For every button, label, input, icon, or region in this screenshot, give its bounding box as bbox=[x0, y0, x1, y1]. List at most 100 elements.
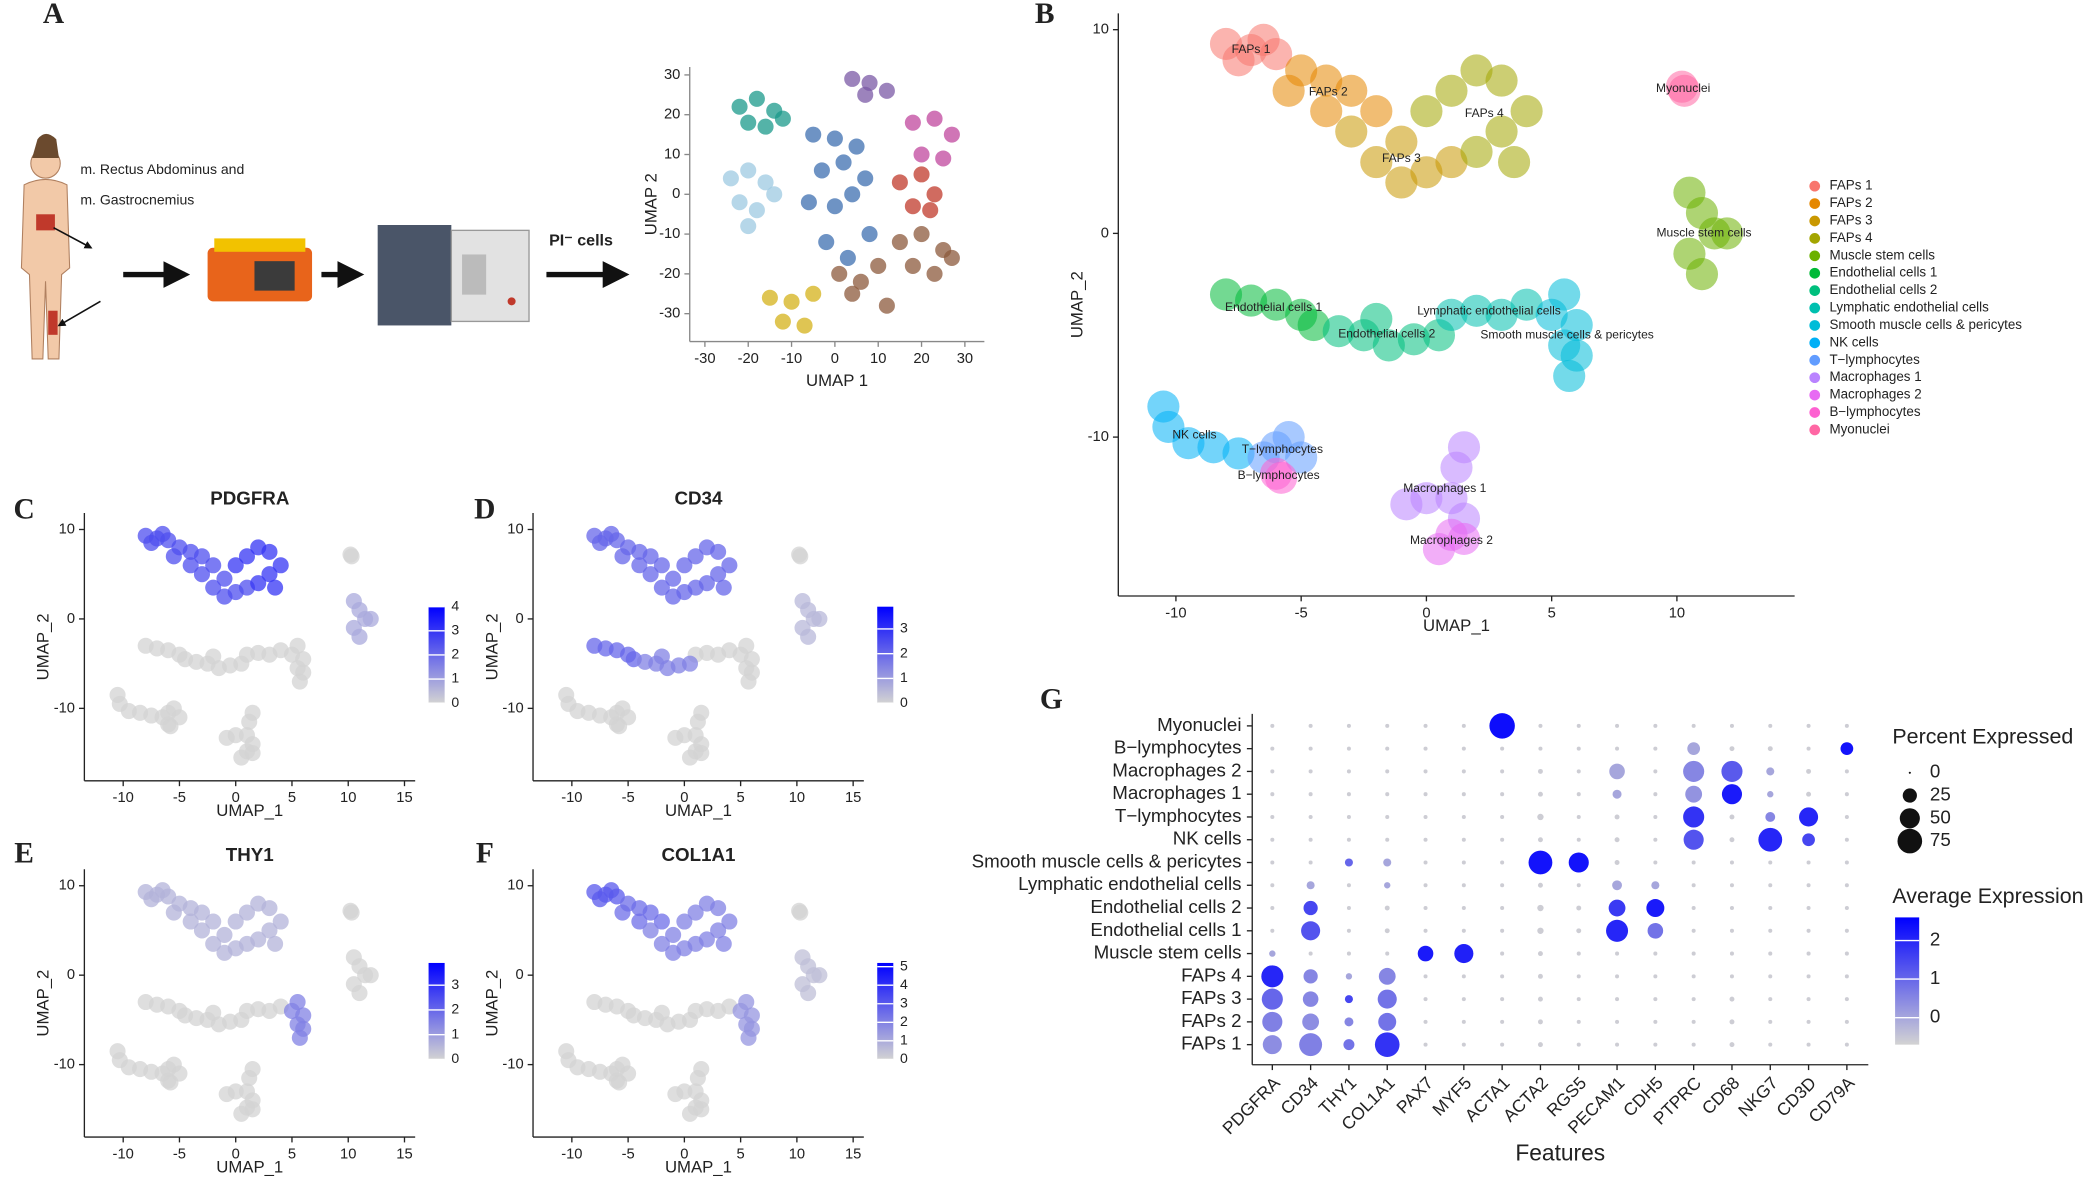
cell-point bbox=[689, 713, 706, 730]
legend-label: Lymphatic endothelial cells bbox=[1829, 300, 1989, 315]
dot bbox=[1729, 974, 1734, 979]
dot bbox=[1691, 974, 1696, 979]
cluster-label: B−lymphocytes bbox=[1238, 468, 1320, 482]
dot bbox=[1729, 996, 1735, 1002]
cell-point bbox=[227, 913, 244, 930]
dot bbox=[1461, 883, 1466, 888]
dot bbox=[1500, 951, 1505, 956]
cell-point bbox=[653, 935, 670, 952]
x-tick-label: -5 bbox=[1295, 605, 1308, 621]
colorbar-label: 5 bbox=[900, 957, 908, 973]
column-label: NKG7 bbox=[1734, 1073, 1782, 1121]
cluster-label: Macrophages 1 bbox=[1403, 481, 1486, 495]
colorbar bbox=[1895, 917, 1920, 1045]
column-label: PAX7 bbox=[1392, 1073, 1437, 1118]
dot bbox=[1653, 951, 1658, 956]
dot bbox=[1844, 928, 1849, 933]
cell-point bbox=[698, 575, 715, 592]
row-label: NK cells bbox=[1173, 828, 1242, 849]
cell-point bbox=[800, 628, 817, 645]
x-axis-label: UMAP_1 bbox=[665, 801, 732, 820]
x-axis-label: UMAP_1 bbox=[216, 1157, 283, 1176]
point bbox=[1360, 302, 1393, 336]
dot bbox=[1615, 723, 1620, 728]
point bbox=[943, 126, 960, 143]
cell-point bbox=[182, 913, 199, 930]
legend-label: Muscle stem cells bbox=[1829, 247, 1935, 262]
cell-point bbox=[721, 557, 738, 574]
cluster-label: Macrophages 2 bbox=[1410, 533, 1493, 547]
cell-point bbox=[238, 743, 255, 760]
dot bbox=[1306, 881, 1315, 890]
dot bbox=[1612, 880, 1622, 891]
dot bbox=[1576, 1042, 1581, 1047]
dot bbox=[1302, 1013, 1320, 1031]
point bbox=[740, 162, 757, 179]
dot bbox=[1768, 1042, 1773, 1047]
cell-point bbox=[665, 588, 682, 605]
cell-point bbox=[743, 651, 760, 668]
dot bbox=[1767, 746, 1773, 752]
panel-letter: A bbox=[43, 0, 65, 30]
cell-point bbox=[665, 944, 682, 961]
cell-point bbox=[289, 637, 306, 654]
legend-marker bbox=[1809, 407, 1821, 418]
dot bbox=[1576, 951, 1581, 956]
legend-marker bbox=[1809, 198, 1821, 209]
cluster-label: Muscle stem cells bbox=[1657, 226, 1752, 240]
cell-point bbox=[250, 575, 267, 592]
point bbox=[1285, 441, 1318, 474]
point bbox=[852, 273, 869, 290]
dot bbox=[1423, 928, 1428, 933]
dot bbox=[1691, 1042, 1696, 1047]
column-label: PDGFRA bbox=[1218, 1072, 1284, 1138]
cell-point bbox=[351, 628, 368, 645]
point bbox=[926, 110, 943, 127]
y-tick-label: 10 bbox=[1093, 22, 1109, 38]
point bbox=[805, 126, 822, 143]
dot bbox=[1576, 883, 1581, 888]
cell-point bbox=[261, 900, 278, 917]
point bbox=[1260, 38, 1293, 71]
dot bbox=[1500, 883, 1505, 888]
x-axis-label: UMAP 1 bbox=[806, 371, 868, 390]
legend-marker bbox=[1809, 233, 1821, 244]
point bbox=[1510, 288, 1543, 321]
row-label: FAPs 3 bbox=[1181, 987, 1241, 1008]
cell-point bbox=[216, 944, 233, 961]
x-tick-label: -5 bbox=[622, 1146, 635, 1162]
cluster-label: T−lymphocytes bbox=[1242, 442, 1323, 456]
dot bbox=[1691, 997, 1696, 1002]
dot bbox=[1537, 927, 1544, 934]
y-tick-label: -10 bbox=[659, 226, 680, 242]
size-key bbox=[1897, 828, 1923, 854]
cluster-label: FAPs 4 bbox=[1465, 106, 1504, 120]
point bbox=[943, 249, 960, 266]
y-tick-label: -10 bbox=[54, 1057, 75, 1073]
dot bbox=[1500, 860, 1505, 865]
colorbar bbox=[877, 606, 894, 704]
cell-point bbox=[291, 673, 308, 690]
dot bbox=[1768, 928, 1773, 933]
dot bbox=[1308, 769, 1313, 774]
row-label: Lymphatic endothelial cells bbox=[1018, 873, 1241, 894]
cell-point bbox=[743, 1007, 760, 1024]
dot bbox=[1758, 827, 1783, 852]
dot bbox=[1683, 829, 1704, 850]
dot bbox=[1576, 837, 1581, 842]
cell-point bbox=[687, 743, 704, 760]
dot bbox=[1461, 814, 1466, 819]
point bbox=[1485, 64, 1518, 97]
cell-point bbox=[162, 1074, 179, 1091]
dot bbox=[1844, 860, 1849, 865]
colorbar-label: 2 bbox=[451, 646, 459, 662]
point bbox=[757, 174, 774, 191]
dot bbox=[1308, 792, 1313, 797]
point bbox=[761, 289, 778, 306]
x-tick-label: 5 bbox=[737, 1146, 745, 1162]
dot bbox=[1653, 1042, 1658, 1047]
dot bbox=[1346, 814, 1351, 819]
cell-point bbox=[738, 993, 755, 1011]
cell-point bbox=[216, 926, 233, 943]
dot bbox=[1385, 723, 1390, 728]
